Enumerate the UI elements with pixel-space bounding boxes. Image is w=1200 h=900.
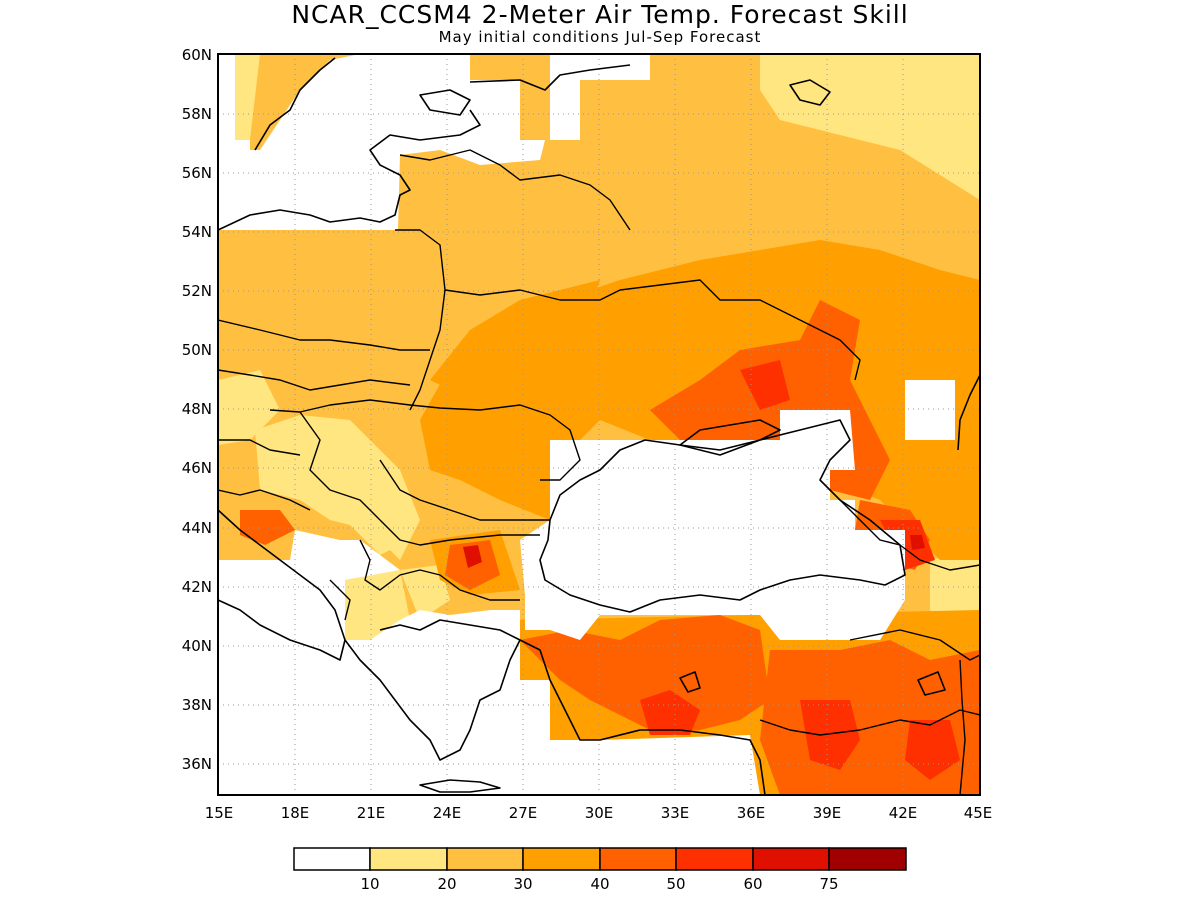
lon-label: 45E xyxy=(964,804,993,822)
lon-label: 15E xyxy=(205,804,234,822)
skill-10-20-area xyxy=(218,370,280,445)
colorbar-label: 20 xyxy=(437,875,456,893)
colorbar-swatch xyxy=(599,847,677,871)
lon-label: 30E xyxy=(585,804,614,822)
map-subtitle: May initial conditions Jul-Sep Forecast xyxy=(438,28,762,46)
border xyxy=(269,399,411,413)
skill-60-75-area xyxy=(463,545,482,568)
border xyxy=(849,629,980,661)
colorbar-swatch xyxy=(369,847,448,871)
colorbar xyxy=(293,847,907,871)
map-frame xyxy=(217,53,981,796)
lat-label: 56N xyxy=(182,164,212,182)
border xyxy=(218,319,430,351)
lat-label: 46N xyxy=(182,459,212,477)
colorbar-swatch xyxy=(675,847,754,871)
lon-label: 36E xyxy=(737,804,766,822)
border xyxy=(409,404,581,481)
colorbar-label: 10 xyxy=(360,875,379,893)
skill-60-75-area xyxy=(910,535,925,550)
lat-label: 50N xyxy=(182,341,212,359)
border xyxy=(839,499,980,571)
border xyxy=(379,459,550,521)
border xyxy=(395,229,861,381)
colorbar-label: 40 xyxy=(590,875,609,893)
colorbar-swatch xyxy=(522,847,601,871)
skill-40-50-area xyxy=(520,615,770,735)
colorbar-label: 50 xyxy=(666,875,685,893)
no-data-area xyxy=(218,530,760,795)
lon-label: 27E xyxy=(509,804,538,822)
border xyxy=(759,709,980,736)
lat-label: 60N xyxy=(182,46,212,64)
lat-label: 52N xyxy=(182,282,212,300)
border xyxy=(299,411,381,521)
no-data-area xyxy=(218,54,650,230)
lake-coast xyxy=(789,79,831,106)
caspian-coast xyxy=(957,374,980,451)
border xyxy=(399,149,631,231)
colorbar-swatch xyxy=(446,847,524,871)
skill-50-60-area xyxy=(905,720,960,780)
no-data-area xyxy=(905,380,955,440)
border xyxy=(359,539,520,601)
lon-label: 39E xyxy=(813,804,842,822)
colorbar-swatch xyxy=(293,847,371,871)
latitude-labels: 60N 58N 56N 54N 52N 50N 48N 46N 44N 42N … xyxy=(182,46,212,773)
border xyxy=(959,659,966,795)
lon-label: 24E xyxy=(433,804,462,822)
crete-coast xyxy=(419,779,501,793)
lon-label: 18E xyxy=(281,804,310,822)
border xyxy=(218,489,311,511)
graticule xyxy=(218,54,980,795)
border xyxy=(379,519,540,546)
colorbar-labels: 10 20 30 40 50 60 75 xyxy=(360,875,838,893)
skill-50-60-area xyxy=(640,690,700,735)
lat-label: 44N xyxy=(182,519,212,537)
skill-10-20-area xyxy=(320,470,410,555)
lat-label: 42N xyxy=(182,578,212,596)
skill-30-40-area xyxy=(430,280,600,400)
skill-40-50-area xyxy=(760,640,980,795)
saaremaa-coast xyxy=(419,89,471,116)
border xyxy=(409,289,446,411)
colorbar-swatch xyxy=(828,847,907,871)
lat-label: 38N xyxy=(182,696,212,714)
colorbar-swatch xyxy=(752,847,830,871)
colorbar-label: 30 xyxy=(513,875,532,893)
lon-label: 33E xyxy=(661,804,690,822)
lake-coast xyxy=(679,671,701,693)
lat-label: 40N xyxy=(182,637,212,655)
greece-coast xyxy=(344,619,521,761)
country-borders xyxy=(218,149,980,795)
colorbar-label: 60 xyxy=(743,875,762,893)
skill-10-20-area xyxy=(400,565,450,620)
lon-label: 42E xyxy=(889,804,918,822)
no-data-area xyxy=(520,410,905,640)
lat-label: 58N xyxy=(182,105,212,123)
gulf-of-finland-coast xyxy=(469,64,631,91)
lat-label: 36N xyxy=(182,755,212,773)
border xyxy=(218,439,301,456)
lon-label: 21E xyxy=(357,804,386,822)
adriatic-coast xyxy=(218,509,346,661)
baltic-coast xyxy=(218,109,481,231)
lat-label: 54N xyxy=(182,223,212,241)
lake-van-coast xyxy=(917,671,946,696)
skill-40-50-area xyxy=(240,510,295,545)
skill-50-60-area xyxy=(740,360,790,410)
border xyxy=(218,369,411,391)
longitude-labels: 15E 18E 21E 24E 27E 30E 33E 36E 39E 42E … xyxy=(205,804,993,822)
lat-label: 48N xyxy=(182,400,212,418)
coastlines xyxy=(218,57,980,795)
map-title: NCAR_CCSM4 2-Meter Air Temp. Forecast Sk… xyxy=(291,0,909,29)
azov-coast xyxy=(679,419,781,451)
sweden-coast xyxy=(254,57,336,151)
skill-50-60-area xyxy=(800,700,860,770)
turkey-coast xyxy=(519,639,766,795)
skill-10-20-area xyxy=(760,54,980,200)
border xyxy=(329,579,351,621)
colorbar-label: 75 xyxy=(819,875,838,893)
